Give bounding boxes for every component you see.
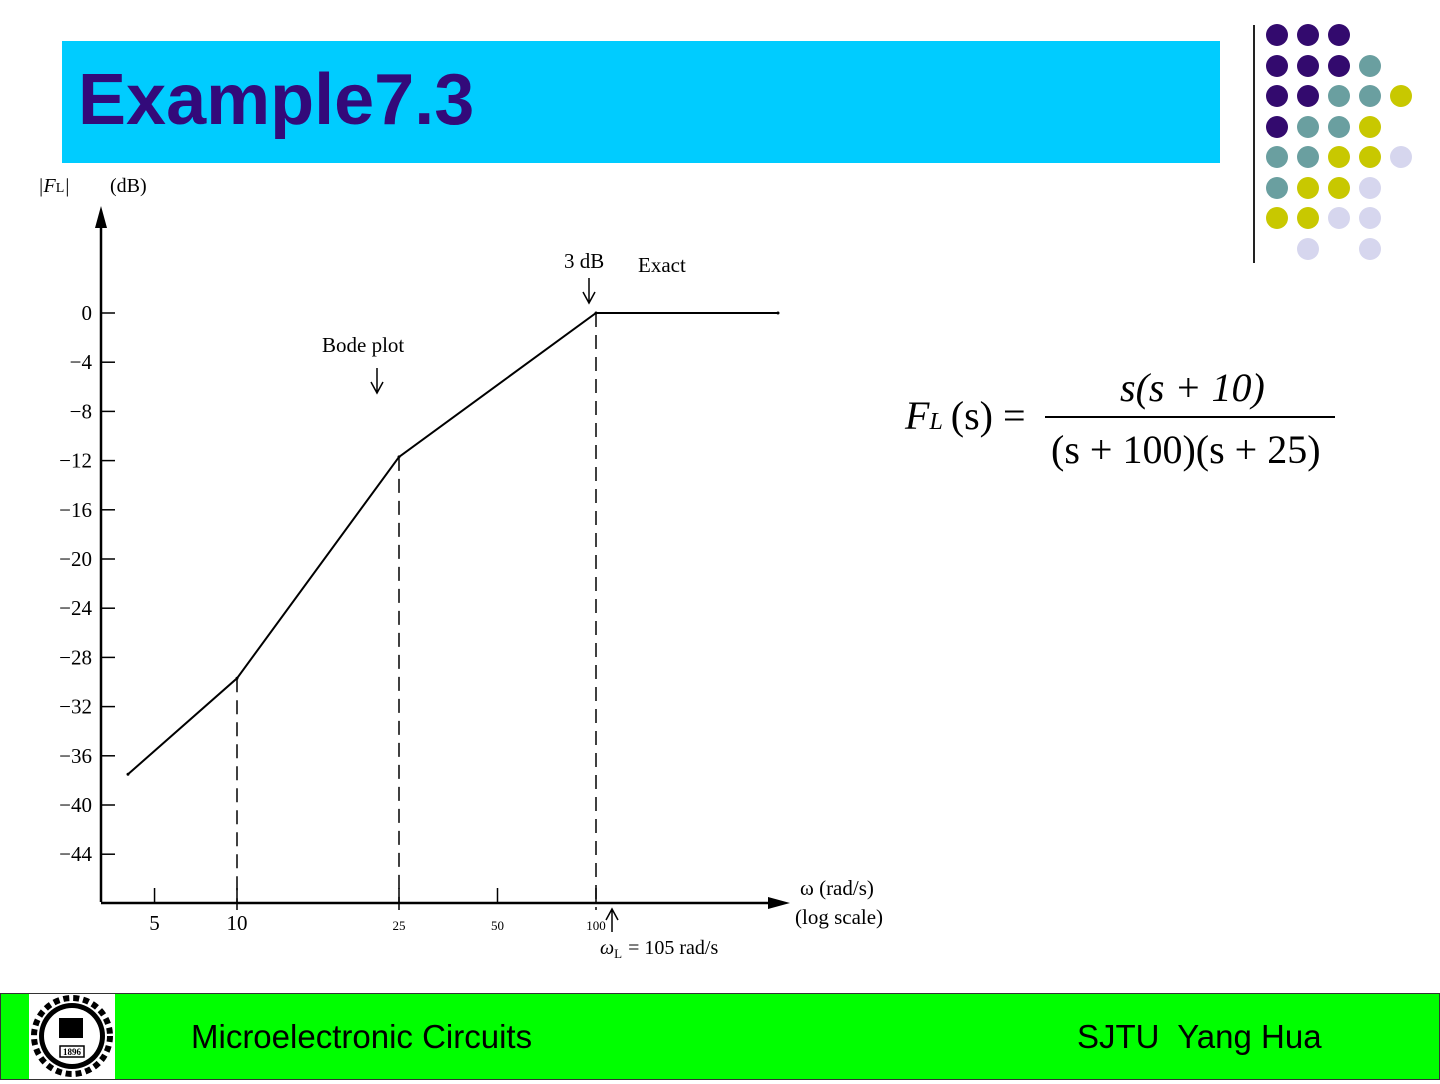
annotation-3db: 3 dB xyxy=(564,249,604,273)
arrow-down-icon xyxy=(370,368,384,395)
y-tick-label: −32 xyxy=(59,695,92,719)
decor-dot xyxy=(1359,115,1381,138)
arrow-down-icon xyxy=(582,278,596,305)
decor-dot xyxy=(1266,207,1288,229)
y-label-f: |FL| xyxy=(38,175,70,197)
x-axis-arrow xyxy=(768,897,790,909)
decor-dot xyxy=(1328,85,1350,107)
university-logo: 1896 xyxy=(29,994,115,1079)
decor-dot xyxy=(1297,85,1319,107)
y-tick-label: −28 xyxy=(59,645,92,669)
y-axis-label: |FL| (dB) xyxy=(38,175,147,197)
y-tick-label: −36 xyxy=(59,744,92,768)
x-tick-label: 100 xyxy=(586,918,606,933)
decor-dot xyxy=(1266,24,1288,46)
decor-dot xyxy=(1328,24,1350,46)
footer-author: SJTU Yang Hua xyxy=(1077,1018,1322,1055)
y-tick-label: −24 xyxy=(59,596,92,620)
decor-dot xyxy=(1390,85,1412,107)
fraction-bar xyxy=(1045,416,1335,418)
x-axis-scale-label: (log scale) xyxy=(795,905,883,929)
y-tick-label: −12 xyxy=(59,449,92,473)
annotation-omega-l: ωL = 105 rad/s xyxy=(600,937,718,961)
decor-dot xyxy=(1328,115,1350,138)
gear-logo-icon: 1896 xyxy=(31,995,113,1077)
decor-dot xyxy=(1390,146,1412,168)
y-tick-label: −44 xyxy=(59,842,92,866)
y-tick-label: −16 xyxy=(59,498,92,522)
series-line xyxy=(127,312,778,776)
decor-dot xyxy=(1328,146,1350,168)
decor-dot xyxy=(1359,54,1381,77)
decor-dot xyxy=(1266,115,1288,138)
decor-dot xyxy=(1266,146,1288,168)
decor-dot xyxy=(1266,85,1288,107)
decor-dot xyxy=(1297,146,1319,168)
y-tick-label: −20 xyxy=(59,547,92,571)
decor-dot xyxy=(1266,176,1288,199)
y-tick-label: −4 xyxy=(70,350,93,374)
decor-divider xyxy=(1253,25,1255,263)
footer: 1896 Microelectronic Circuits SJTU Yang … xyxy=(0,993,1440,1080)
annotation-exact: Exact xyxy=(638,253,686,277)
formula-numerator: s(s + 10) xyxy=(1120,365,1265,410)
arrow-up-icon xyxy=(605,907,619,932)
annotation-bode-plot: Bode plot xyxy=(322,333,404,357)
decor-dot xyxy=(1359,207,1381,229)
x-tick-label: 50 xyxy=(491,918,504,933)
slide-title: Example7.3 xyxy=(78,60,475,140)
y-label-unit: (dB) xyxy=(110,175,147,197)
x-tick-label: 5 xyxy=(149,911,160,935)
footer-course: Microelectronic Circuits xyxy=(191,1018,533,1055)
x-tick-label: 10 xyxy=(227,911,248,935)
decor-dot xyxy=(1359,176,1381,199)
title-bar: Example7.3 xyxy=(62,41,1220,163)
y-axis-arrow xyxy=(95,206,107,228)
decor-dot xyxy=(1297,237,1319,260)
x-axis-label: ω (rad/s) xyxy=(800,876,874,900)
x-tick-label: 25 xyxy=(393,918,406,933)
decor-dot xyxy=(1266,54,1288,77)
decor-dot xyxy=(1328,207,1350,229)
decor-dot xyxy=(1359,85,1381,107)
decor-dot xyxy=(1297,176,1319,199)
bode-plot: |FL| (dB) 0 −4 −8 −12 −16 −20 −24 −28 −32 −36 −40 −… xyxy=(38,175,883,961)
decor-dot xyxy=(1359,146,1381,168)
decor-dot xyxy=(1328,54,1350,77)
decor-dot xyxy=(1297,207,1319,229)
decor-dot xyxy=(1297,54,1319,77)
decor-dot xyxy=(1297,24,1319,46)
formula-lhs: FL (s) = xyxy=(905,393,1026,438)
formula-denominator: (s + 100)(s + 25) xyxy=(1051,427,1321,472)
decor-dot xyxy=(1297,115,1319,138)
decor-dot xyxy=(1328,176,1350,199)
svg-text:1896: 1896 xyxy=(63,1047,82,1057)
y-tick-label: 0 xyxy=(82,301,93,325)
decor-dot xyxy=(1359,237,1381,260)
y-tick-label: −8 xyxy=(70,399,92,423)
y-tick-label: −40 xyxy=(59,793,92,817)
